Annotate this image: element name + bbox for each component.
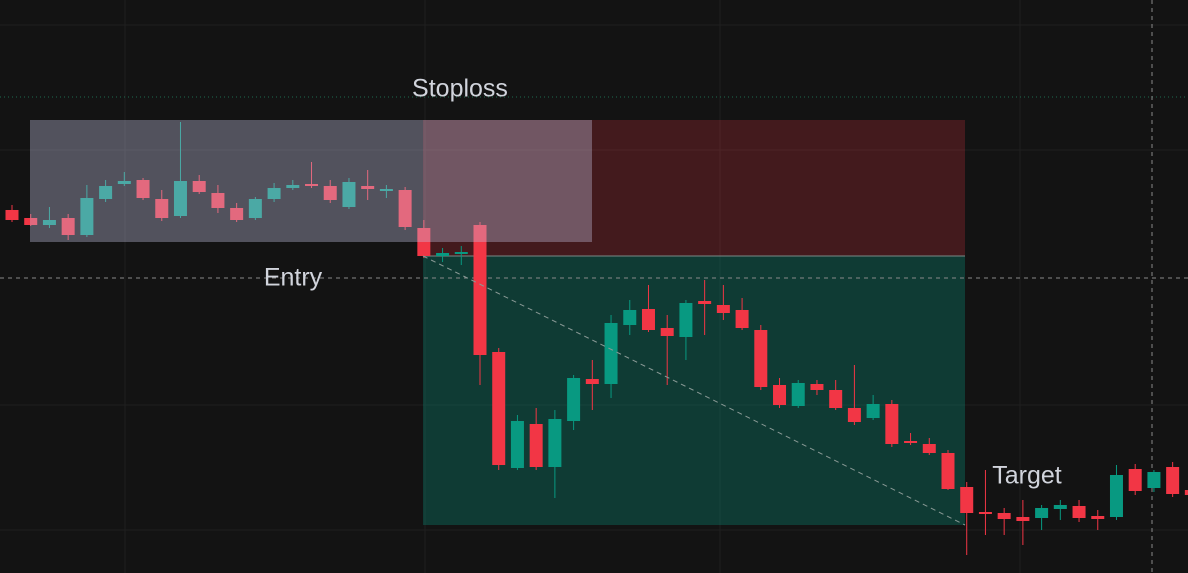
candle-body xyxy=(1128,469,1142,491)
candle-body xyxy=(155,199,169,218)
candle-body xyxy=(342,182,356,207)
candle-body xyxy=(267,188,281,199)
candle-body xyxy=(735,310,749,328)
candle-body xyxy=(585,379,599,384)
candle-body xyxy=(660,328,674,336)
candle-body xyxy=(192,181,206,192)
candle-body xyxy=(1166,467,1180,494)
candle-body xyxy=(1072,506,1086,518)
candle-body xyxy=(941,453,955,489)
candle-body xyxy=(492,352,506,465)
candle-body xyxy=(885,404,899,444)
candle-body xyxy=(379,189,393,191)
candle-body xyxy=(529,424,543,467)
target-label: Target xyxy=(992,462,1062,490)
candle-body xyxy=(361,186,375,189)
stoploss-label: Stoploss xyxy=(412,75,508,103)
candle-body xyxy=(1147,472,1161,488)
candle-body xyxy=(473,225,487,355)
candles xyxy=(5,122,1188,555)
candle-body xyxy=(978,512,992,514)
candle-body xyxy=(1091,516,1105,519)
candle-body xyxy=(866,404,880,418)
candle-body xyxy=(398,190,412,227)
candle-body xyxy=(5,210,19,220)
stoploss-zone xyxy=(423,120,965,256)
candle-body xyxy=(698,301,712,304)
entry-label: Entry xyxy=(264,264,323,292)
candle-body xyxy=(641,309,655,330)
candle-body xyxy=(754,330,768,387)
candle-body xyxy=(80,198,94,235)
candle-body xyxy=(960,487,974,513)
candle-body xyxy=(173,181,187,216)
candle-body xyxy=(716,305,730,313)
candle-body xyxy=(548,419,562,467)
candle-body xyxy=(1109,475,1123,517)
candle-body xyxy=(510,421,524,468)
candle-body xyxy=(248,199,262,218)
candle-body xyxy=(230,208,244,220)
candle-body xyxy=(136,180,150,198)
candle-body xyxy=(24,218,38,225)
range-box xyxy=(30,120,592,242)
candle-body xyxy=(1053,505,1067,509)
candle-body xyxy=(847,408,861,422)
candle-body xyxy=(1184,490,1188,495)
candle-body xyxy=(567,378,581,421)
candle-body xyxy=(61,218,75,235)
candle-body xyxy=(211,193,225,208)
candle-body xyxy=(679,303,693,337)
candle-body xyxy=(791,383,805,406)
candle-body xyxy=(604,323,618,384)
candle-body xyxy=(305,184,319,186)
candle-body xyxy=(829,390,843,408)
candle-body xyxy=(454,252,468,254)
candle-body xyxy=(417,228,431,256)
candle-body xyxy=(1016,517,1030,521)
candle-body xyxy=(922,444,936,453)
candle-body xyxy=(904,441,918,443)
candle-body xyxy=(323,186,337,200)
candle-body xyxy=(997,513,1011,519)
candle-body xyxy=(42,220,56,225)
candle-body xyxy=(810,384,824,390)
candle-body xyxy=(436,253,450,256)
candle-body xyxy=(286,185,300,188)
trend-line xyxy=(422,255,966,526)
candle-body xyxy=(623,310,637,325)
candle-body xyxy=(773,385,787,405)
candle-body xyxy=(99,186,113,199)
candle-body xyxy=(117,181,131,184)
candle-body xyxy=(1035,508,1049,518)
